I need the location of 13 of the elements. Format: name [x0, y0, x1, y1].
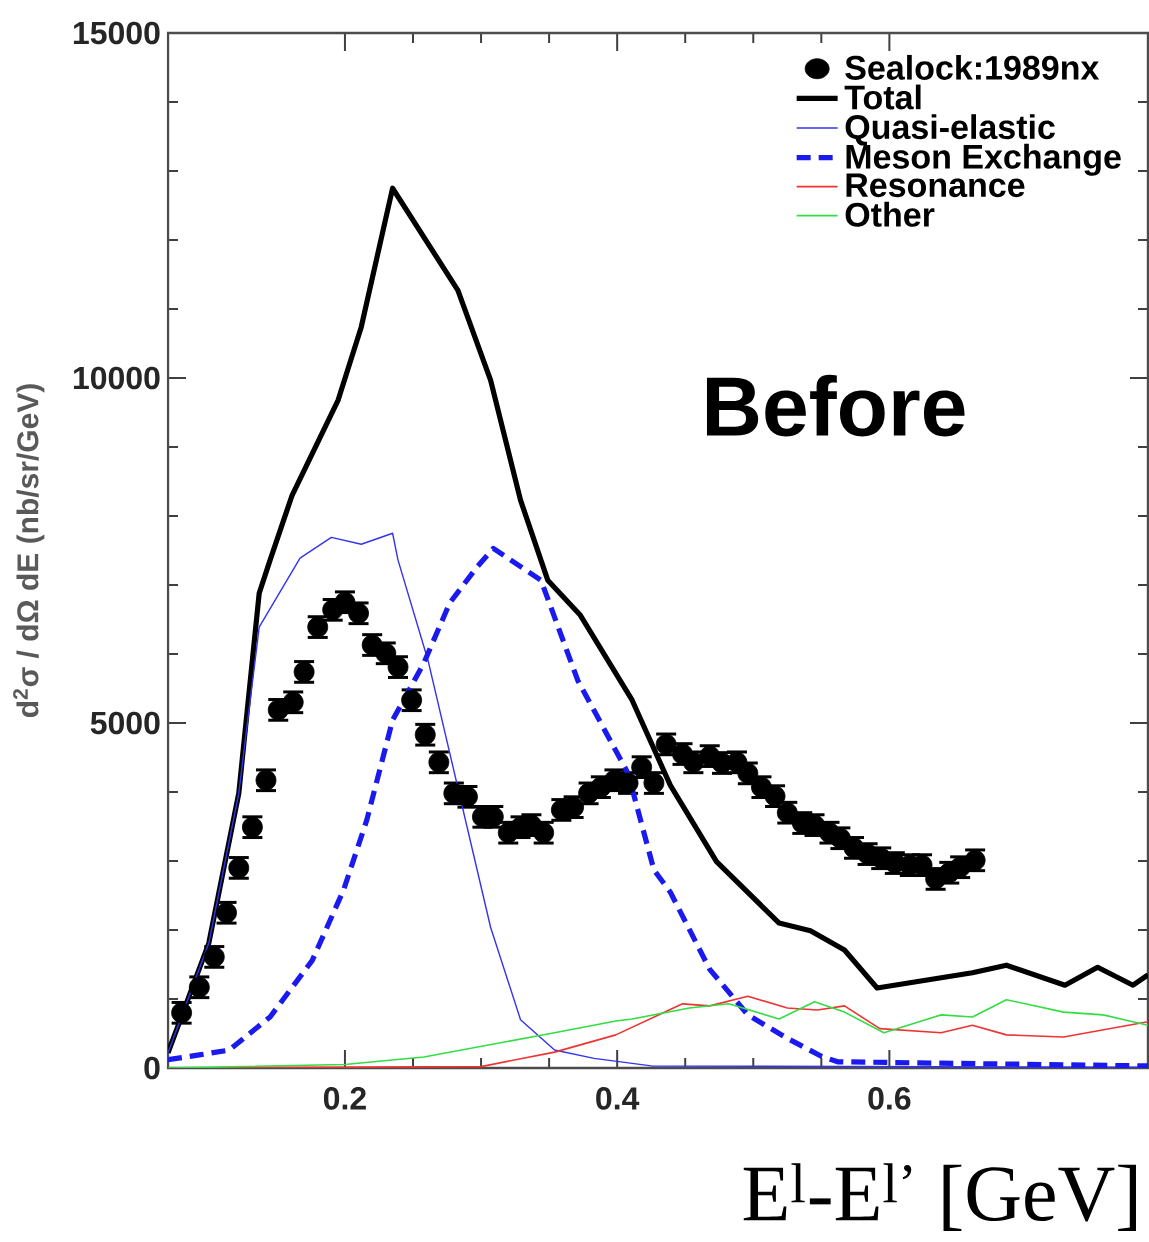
y-tick-label: 0 [144, 1056, 160, 1080]
legend-label: Sealock:1989nx [845, 54, 1100, 80]
y-tick-label: 15000 [73, 21, 160, 45]
x-tick-label: 0.6 [868, 1087, 911, 1110]
y-tick-label: 10000 [73, 366, 160, 390]
y-axis-title: d$^{2}$σ / dΩ dE (nb/sr/GeV) [13, 384, 45, 718]
legend-label: Total [844, 84, 921, 110]
legend-label: Other [845, 201, 935, 227]
x-tick-label: 0.4 [596, 1087, 640, 1110]
x-axis-title: E$^{l}$-E$^{l’}$ [GeV] [743, 1163, 1136, 1231]
annotation: Before [706, 374, 965, 437]
x-tick-label: 0.2 [323, 1087, 366, 1110]
y-tick-label: 5000 [90, 711, 160, 735]
